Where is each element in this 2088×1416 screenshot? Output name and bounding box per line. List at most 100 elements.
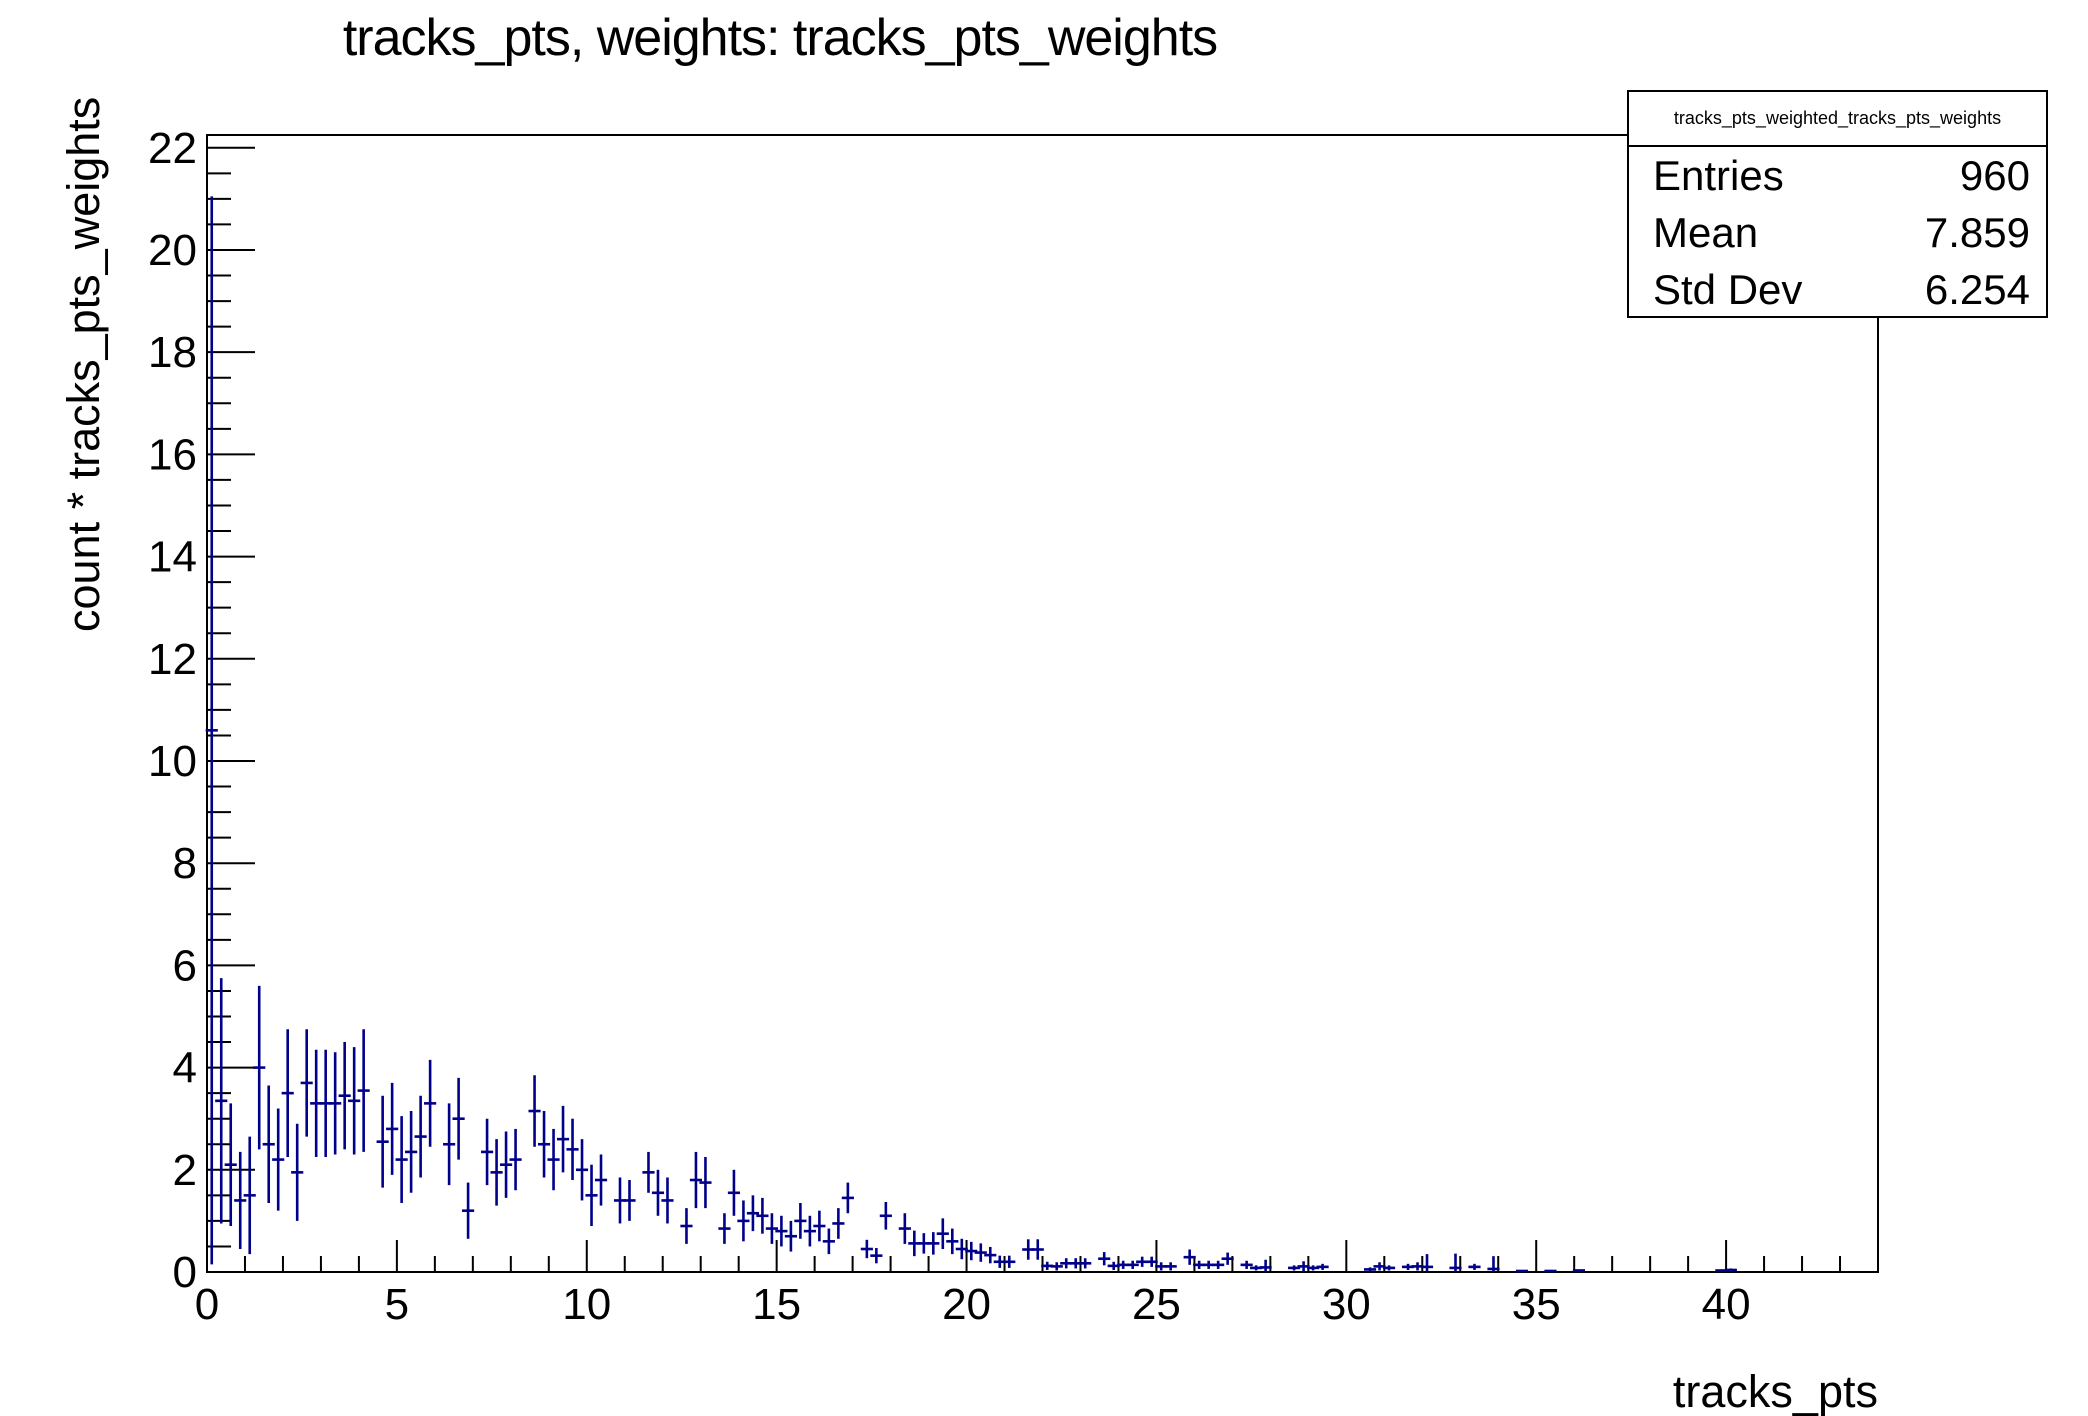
data-point [727,1169,741,1216]
data-point [822,1228,835,1255]
tick-label: 22 [148,124,197,173]
data-point [338,1042,351,1150]
data-point [262,1085,275,1204]
data-point [946,1228,959,1255]
data-point [1079,1258,1092,1269]
data-point [205,196,218,1265]
chart-title: tracks_pts, weights: tracks_pts_weights [342,9,1218,67]
data-point [689,1151,703,1209]
data-point [803,1215,816,1247]
data-point [405,1111,418,1193]
data-point [1449,1253,1462,1272]
data-point [832,1208,845,1239]
tick-label: 18 [148,328,197,377]
tick-label: 20 [148,226,197,275]
data-point [452,1077,465,1160]
tick-label: 12 [148,635,197,684]
data-point [860,1239,873,1259]
data-point [215,978,228,1224]
stats-box-title: tracks_pts_weighted_tracks_pts_weights [1629,92,2046,147]
x-axis-tick-labels: 0 5 10 15 20 25 30 35 40 [195,1280,1751,1329]
data-point [1098,1252,1111,1266]
data-point [395,1116,408,1204]
data-point [1724,1268,1737,1272]
tick-label: 25 [1132,1280,1181,1329]
tick-label: 30 [1322,1280,1371,1329]
data-point [509,1128,522,1191]
data-point [1183,1249,1196,1265]
data-point [784,1220,797,1252]
data-point [1420,1254,1434,1272]
data-point [775,1215,788,1247]
stats-value-mean: 7.859 [1924,208,2030,256]
data-point [1487,1256,1500,1272]
data-point [499,1131,513,1198]
data-point [1316,1263,1329,1270]
data-point [661,1177,674,1224]
data-point [414,1095,427,1178]
data-point [556,1105,570,1173]
data-point [1212,1260,1225,1269]
data-points [205,196,1737,1273]
data-point [955,1238,968,1260]
data-point [756,1197,769,1234]
data-point [737,1200,750,1242]
data-point [1050,1262,1063,1271]
data-point [898,1213,911,1244]
data-point [879,1201,892,1230]
data-point [234,1151,247,1250]
tick-label: 2 [173,1146,197,1195]
tick-label: 15 [752,1280,801,1329]
data-point [300,1029,313,1137]
data-point [528,1075,541,1147]
data-point [566,1118,579,1181]
data-point [984,1246,997,1264]
data-point [1363,1267,1377,1272]
y-axis-ticks [207,146,255,1273]
data-point [1382,1265,1396,1271]
stats-box-rows: Entries 960 Mean 7.859 Std Dev 6.254 [1629,147,2046,318]
data-point [376,1095,389,1188]
stats-row-entries: Entries 960 [1629,147,2046,204]
data-point [623,1180,636,1221]
stats-row-stddev: Std Dev 6.254 [1629,261,2046,318]
data-point [813,1210,826,1242]
data-point [1468,1263,1481,1270]
data-point [1221,1252,1234,1265]
data-point [594,1154,608,1206]
tick-label: 5 [385,1280,409,1329]
data-point [443,1103,456,1186]
stats-label-entries: Entries [1653,151,1784,199]
data-point [965,1241,978,1261]
y-axis-tick-labels: 0 2 4 6 8 10 12 14 16 18 20 22 [148,124,197,1297]
tick-label: 10 [562,1280,611,1329]
tick-label: 20 [942,1280,991,1329]
stats-label-mean: Mean [1653,208,1759,256]
data-point [224,1103,237,1227]
data-point [1572,1269,1586,1272]
data-point [253,985,266,1150]
tick-label: 10 [148,737,197,786]
data-point [281,1029,294,1158]
data-point [870,1247,883,1264]
data-point [481,1118,494,1186]
tick-label: 8 [173,839,197,888]
data-point [462,1182,475,1239]
data-point [651,1169,665,1216]
stats-value-entries: 960 [1959,151,2030,199]
data-point [1003,1255,1016,1268]
data-point [348,1047,361,1155]
data-point [841,1182,854,1214]
tick-label: 40 [1702,1280,1751,1329]
tick-label: 35 [1512,1280,1561,1329]
stats-value-stddev: 6.254 [1924,265,2030,313]
x-axis-ticks [206,1240,1842,1272]
data-point [936,1218,949,1250]
data-point [357,1029,370,1152]
data-point [575,1139,589,1201]
data-point [1126,1260,1139,1269]
data-point [329,1052,342,1155]
data-point [1031,1239,1044,1260]
